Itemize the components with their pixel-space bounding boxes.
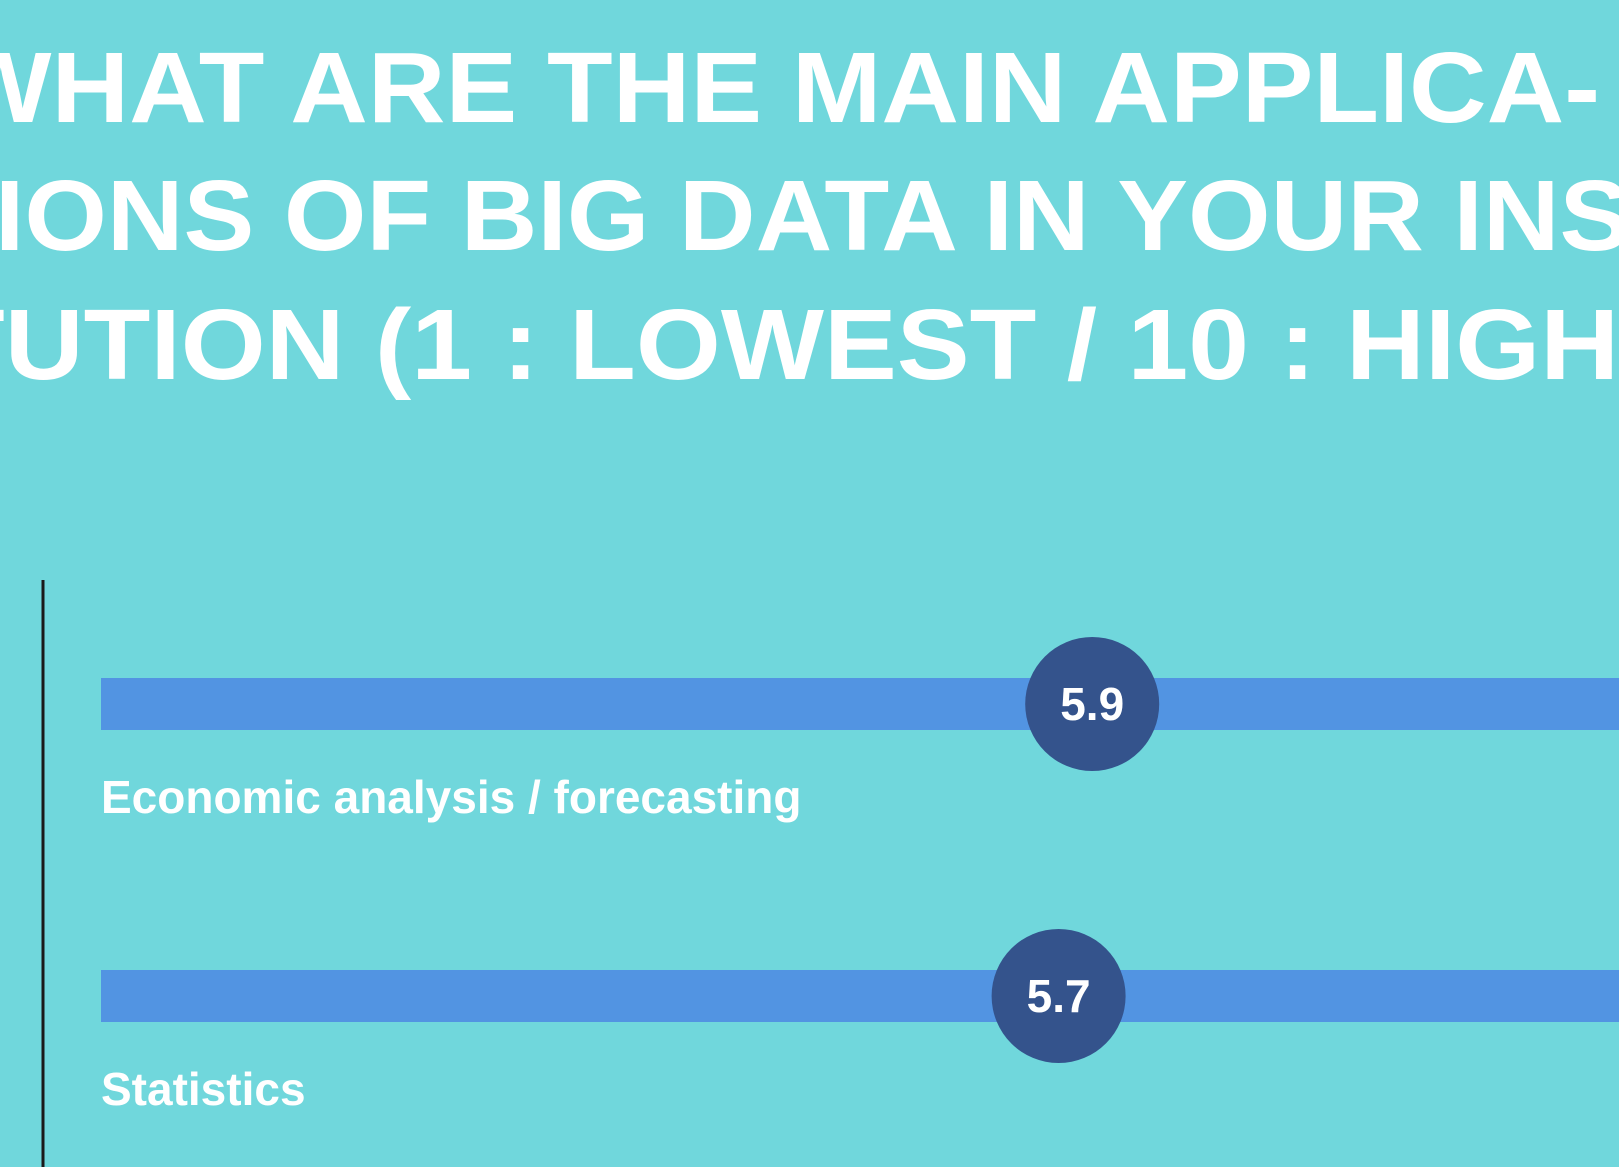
bar xyxy=(101,970,1619,1022)
category-label: Statistics xyxy=(101,1063,306,1115)
value-marker xyxy=(1025,637,1160,771)
bar xyxy=(101,678,1619,730)
title-line: TIONS OF BIG DATA IN YOUR INSTI- xyxy=(0,160,1619,272)
title-line: TUTION (1 : LOWEST / 10 : HIGHEST) xyxy=(0,289,1619,401)
value-label: 5.7 xyxy=(1027,970,1091,1022)
title-line: WHAT ARE THE MAIN APPLICA- xyxy=(0,32,1600,144)
category-label: Economic analysis / forecasting xyxy=(101,771,801,823)
value-label: 5.9 xyxy=(1060,678,1124,730)
value-marker xyxy=(991,929,1126,1063)
